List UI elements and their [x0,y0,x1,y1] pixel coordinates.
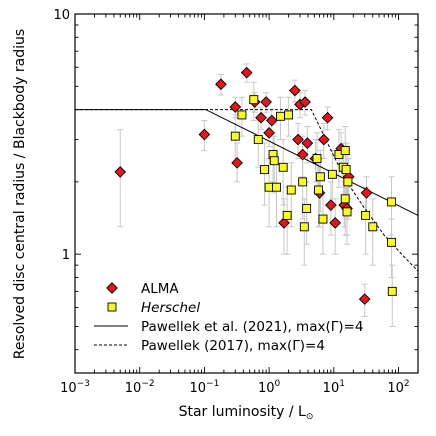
herschel-point [340,146,350,156]
herschel-point [343,177,353,187]
alma-point [299,96,311,108]
alma-point [292,133,304,146]
alma-point [114,166,127,178]
herschel-point [282,210,292,220]
y-tick-label: 1 [62,248,70,263]
alma-point [296,148,309,161]
legend-alma-marker [106,282,118,294]
legend-label: Pawellek et al. (2021), max(Γ)=4 [141,319,363,335]
herschel-point [327,169,337,179]
herschel-point [253,135,263,145]
x-tick-label: 101 [323,379,345,396]
alma-point [215,78,227,91]
alma-point [317,133,330,146]
alma-point [360,187,373,199]
herschel-point [269,156,279,166]
alma-point [325,199,337,211]
herschel-point [387,197,396,207]
herschel-point [260,165,269,175]
legend-label: Pawellek (2017), max(Γ)=4 [141,338,325,354]
alma-point [229,101,242,113]
alma-point [263,127,275,139]
herschel-point [368,222,378,232]
herschel-point [249,95,259,105]
herschel-point [340,194,350,204]
alma-point [289,84,301,97]
herschel-point [264,182,274,192]
herschel-point [302,203,312,213]
alma-point [329,217,342,229]
alma-point [301,137,314,149]
x-tick-label: 102 [387,379,409,396]
x-tick-label: 10−1 [189,379,219,396]
herschel-point [286,185,296,195]
alma-point [255,111,267,124]
herschel-point [342,207,352,217]
herschel-point [298,177,308,187]
herschel-point [341,165,351,175]
herschel-point [312,154,322,164]
herschel-point [237,110,247,120]
herschel-point [314,185,323,195]
alma-point [231,157,243,169]
herschel-point [387,237,396,247]
herschel-point [387,286,397,296]
x-tick-label: 10−3 [60,379,90,396]
herschel-point [361,210,371,220]
herschel-point [272,182,281,192]
alma-point [265,114,278,127]
legend: ALMA Herschel Pawellek et al. (2021), max(… [94,281,363,354]
legend-label: ALMA [141,281,179,297]
data-markers [114,66,397,305]
herschel-point [299,222,309,232]
legend-label: Herschel [141,300,200,316]
herschel-point [276,111,285,121]
alma-point [278,217,290,229]
y-tick-label: 10 [53,8,70,23]
herschel-point [315,172,325,182]
x-axis-label: Star luminosity / L⊙ [179,404,314,422]
herschel-point [284,110,294,120]
legend-herschel-marker [107,302,117,312]
herschel-point [230,131,240,141]
x-tick-label: 100 [258,379,281,396]
alma-point [240,66,253,79]
alma-point [260,96,272,108]
plot-frame [74,13,419,374]
herschel-point [318,214,328,224]
alma-point [358,293,371,305]
axis-ticks: 10−3 10−2 10−1 100 101 102 1 10 [53,8,419,396]
pawellek-2017-line [75,109,419,272]
y-axis-label: Resolved disc central radius / Blackbody… [12,29,28,359]
alma-point [321,111,334,124]
alma-point [198,128,211,141]
x-tick-label: 10−2 [125,379,155,396]
herschel-point [278,162,288,172]
